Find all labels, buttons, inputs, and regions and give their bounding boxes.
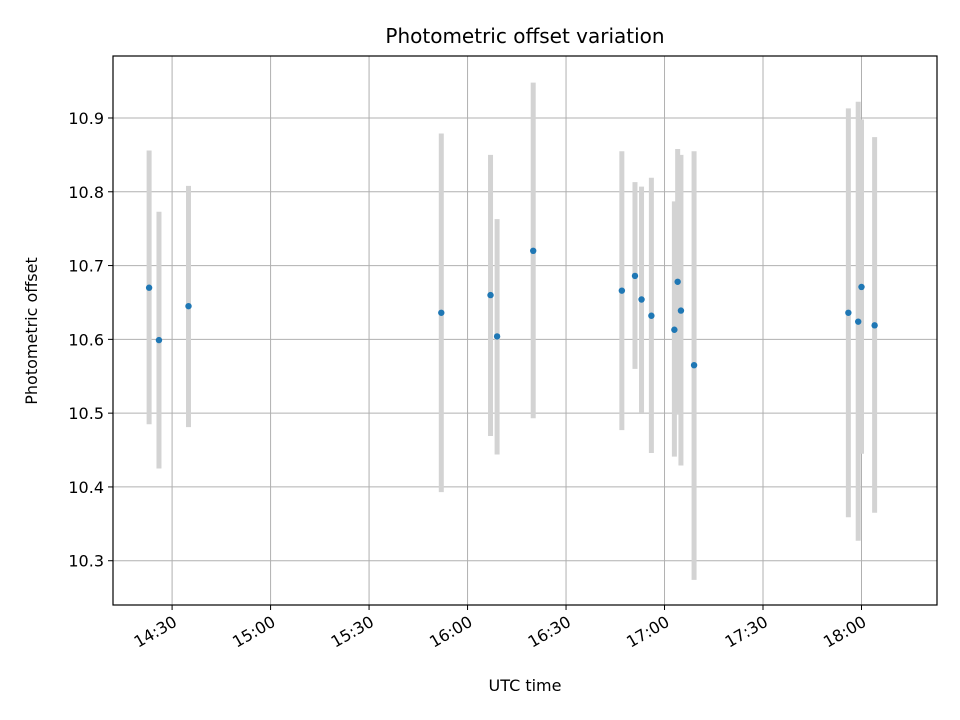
x-tick-label: 15:30 — [328, 612, 377, 652]
plot-border — [112, 55, 938, 606]
data-point — [674, 278, 681, 285]
data-point — [871, 322, 878, 329]
data-point — [487, 291, 494, 299]
x-tick-label: 16:00 — [426, 612, 475, 652]
y-tick-label: 10.4 — [68, 478, 104, 497]
x-tick-label: 15:00 — [229, 612, 278, 652]
data-point — [185, 302, 192, 310]
data-point — [855, 318, 862, 325]
data-point — [493, 333, 501, 340]
data-point — [858, 283, 865, 291]
data-point — [648, 312, 655, 319]
data-point — [671, 326, 678, 333]
data-point — [677, 307, 685, 314]
y-tick-label: 10.9 — [68, 109, 104, 128]
y-tick-label: 10.5 — [68, 404, 104, 423]
data-point — [530, 247, 537, 255]
data-point — [845, 309, 852, 316]
errorbar-layer — [146, 82, 878, 580]
data-point — [145, 284, 153, 291]
x-tick-label: 17:00 — [623, 612, 672, 652]
data-point — [631, 272, 639, 280]
x-tick-label: 17:30 — [722, 612, 771, 652]
data-point — [690, 361, 698, 369]
x-tick-label: 18:00 — [820, 612, 869, 652]
point-layer — [145, 247, 878, 369]
data-point — [618, 287, 626, 294]
data-point — [155, 336, 163, 344]
data-point — [638, 296, 645, 303]
axes-frame — [112, 55, 938, 606]
y-axis-label: Photometric offset — [22, 257, 41, 405]
y-tick-label: 10.3 — [68, 552, 104, 571]
grid-layer — [113, 56, 937, 605]
x-ticks: 14:30 15:00 15:30 16:00 16:30 17:00 17:30 18:00 — [131, 605, 869, 652]
chart-title: Photometric offset variation — [385, 24, 664, 48]
data-point — [438, 309, 445, 316]
x-tick-label: 16:30 — [525, 612, 574, 652]
x-tick-label: 14:30 — [131, 612, 180, 652]
y-ticks: 10.3 10.4 10.5 10.6 10.7 10.8 10.9 — [68, 109, 113, 571]
x-axis-label: UTC time — [489, 676, 562, 695]
y-tick-label: 10.7 — [68, 257, 104, 276]
y-tick-label: 10.8 — [68, 183, 104, 202]
y-tick-label: 10.6 — [68, 330, 104, 349]
